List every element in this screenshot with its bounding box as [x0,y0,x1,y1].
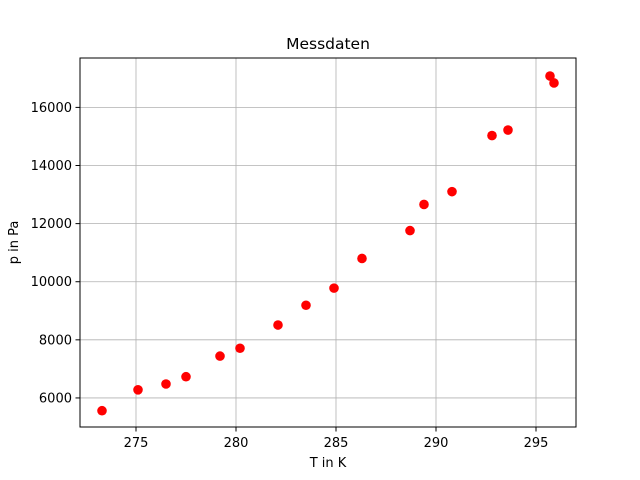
y-tick-label: 6000 [39,391,72,406]
y-tick-label: 12000 [31,217,72,232]
y-tick-label: 16000 [31,101,72,116]
data-point [405,225,415,236]
x-tick-label: 290 [424,436,449,451]
data-point [161,379,171,389]
data-point [545,71,555,81]
data-point [181,371,191,382]
data-point [273,320,283,330]
plot-area-frame [79,57,577,428]
data-point [357,253,367,264]
data-point [447,186,457,197]
data-point [215,351,225,361]
y-tick-label: 10000 [31,275,72,290]
y-axis-ticks: 6000 8000 10000 12000 14000 16000 [31,101,80,406]
data-point [329,283,339,293]
x-tick-label: 275 [124,436,149,451]
data-point [301,300,311,311]
x-axis-ticks: 275 280 285 290 295 [124,427,549,451]
x-tick-label: 280 [224,436,249,451]
data-point [487,130,497,141]
data-points [97,71,559,416]
x-tick-label: 285 [324,436,349,451]
x-tick-label: 295 [524,436,549,451]
y-axis-label: p in Pa [7,221,22,265]
data-point [133,385,143,395]
data-point [419,199,429,210]
data-point [235,343,245,354]
data-point [97,405,107,416]
data-point [503,125,513,135]
x-axis-label: T in K [309,456,347,471]
chart-title: Messdaten [286,35,370,53]
data-point [549,78,559,88]
y-tick-label: 8000 [39,333,72,348]
grid-lines [80,58,576,427]
y-tick-label: 14000 [31,159,72,174]
